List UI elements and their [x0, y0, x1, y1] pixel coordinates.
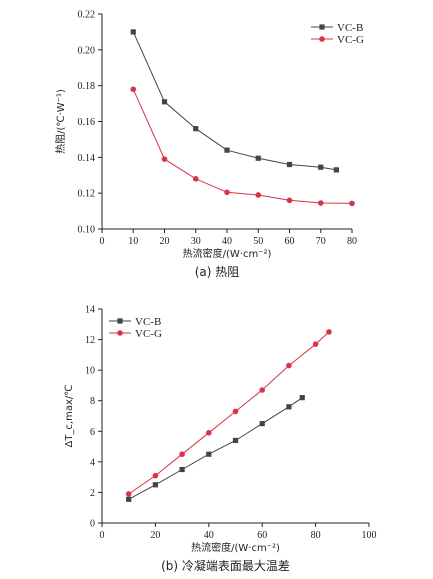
y-tick-label: 14 [85, 305, 95, 316]
series-vc-g [125, 329, 332, 497]
data-point [152, 482, 158, 488]
data-point [224, 189, 230, 196]
series-line [128, 331, 330, 495]
series-line [128, 397, 303, 500]
legend-label: VC-B [337, 22, 363, 34]
data-point [232, 437, 239, 444]
data-point [161, 156, 168, 162]
data-point [161, 99, 168, 105]
y-tick-label: 0.22 [78, 10, 96, 21]
data-point [259, 387, 266, 393]
y-tick-label: 10 [85, 366, 95, 377]
x-tick-label: 80 [311, 530, 321, 541]
x-tick-label: 40 [222, 236, 232, 247]
legend-label: VC-B [135, 316, 161, 328]
data-point [192, 176, 199, 182]
y-tick-label: 0.10 [78, 225, 96, 236]
data-point [286, 161, 293, 168]
data-point [318, 164, 324, 170]
x-tick-label: 20 [150, 530, 160, 541]
series-vc-b [126, 395, 305, 502]
x-tick-label: 40 [204, 530, 214, 541]
x-axis-title: 热流密度/(W·cm⁻²) [191, 541, 280, 554]
chart-a: 0 10 20 30 40 50 60 70 80 0.10 0.12 0.14 0.16 0.18 0.2… [54, 10, 364, 280]
y-tick-label: 0.20 [78, 45, 96, 56]
legend-marker [319, 36, 325, 42]
series-vc-b [130, 29, 339, 173]
x-tick-label: 80 [347, 236, 357, 247]
legend: VC-BVC-G [109, 316, 162, 340]
y-tick-label: 0.12 [78, 189, 96, 200]
data-point [179, 451, 185, 458]
y-tick-label: 4 [90, 457, 95, 468]
series-line [132, 31, 337, 171]
x-tick-label: 20 [160, 236, 170, 247]
y-tick-label: 0 [90, 519, 95, 530]
data-point [152, 472, 159, 479]
legend-label: VC-G [135, 328, 162, 340]
x-tick-label: 0 [100, 236, 105, 247]
data-point [286, 362, 292, 369]
legend-marker [319, 24, 325, 30]
y-tick-label: 2 [90, 488, 95, 499]
y-axis-title: 热阻/(℃·W⁻¹) [54, 89, 67, 154]
x-tick-label: 100 [362, 530, 377, 541]
data-point [255, 155, 261, 161]
series-line [132, 89, 353, 204]
x-tick-label: 50 [253, 236, 263, 247]
figure-caption: (a) 热阻 [195, 265, 240, 279]
data-point [126, 496, 132, 502]
y-tick-label: 0.16 [78, 117, 96, 128]
x-axis-title: 热流密度/(W·cm⁻²) [183, 247, 272, 260]
data-point [130, 29, 136, 35]
data-point [259, 421, 265, 427]
x-tick-label: 0 [100, 530, 105, 541]
legend: VC-BVC-G [311, 22, 364, 46]
x-tick-label: 60 [285, 236, 295, 247]
data-point [349, 200, 355, 207]
data-point [333, 167, 339, 173]
x-tick-label: 60 [257, 530, 267, 541]
y-tick-label: 12 [85, 335, 95, 346]
data-point [125, 491, 132, 497]
data-point [193, 126, 199, 132]
data-point [286, 197, 293, 204]
data-point [224, 147, 230, 153]
data-point [299, 395, 305, 401]
y-tick-label: 6 [90, 427, 95, 438]
y-tick-label: 8 [90, 396, 95, 407]
y-tick-label: 0.18 [78, 81, 96, 92]
figure-caption: (b) 冷凝端表面最大温差 [161, 558, 290, 573]
data-point [317, 200, 324, 206]
y-axis-title: ΔT_c,max/℃ [64, 384, 75, 447]
data-point [286, 404, 292, 410]
data-point [206, 451, 212, 457]
data-point [179, 466, 185, 473]
data-point [255, 192, 262, 198]
series-vc-g [130, 86, 355, 207]
chart-b: 0 20 40 60 80 100 0 2 4 6 8 10 12 14 热流密度/(W·cm⁻²) ΔT_c… [64, 305, 377, 574]
legend-label: VC-G [337, 34, 364, 46]
data-point [326, 329, 332, 335]
data-point [130, 86, 137, 93]
legend-marker [117, 330, 123, 336]
x-tick-label: 70 [316, 236, 326, 247]
data-point [232, 408, 239, 415]
x-tick-label: 30 [191, 236, 201, 247]
y-tick-label: 0.14 [78, 153, 96, 164]
data-point [206, 430, 212, 436]
x-tick-label: 10 [128, 236, 138, 247]
legend-marker [117, 318, 123, 324]
data-point [312, 341, 319, 347]
